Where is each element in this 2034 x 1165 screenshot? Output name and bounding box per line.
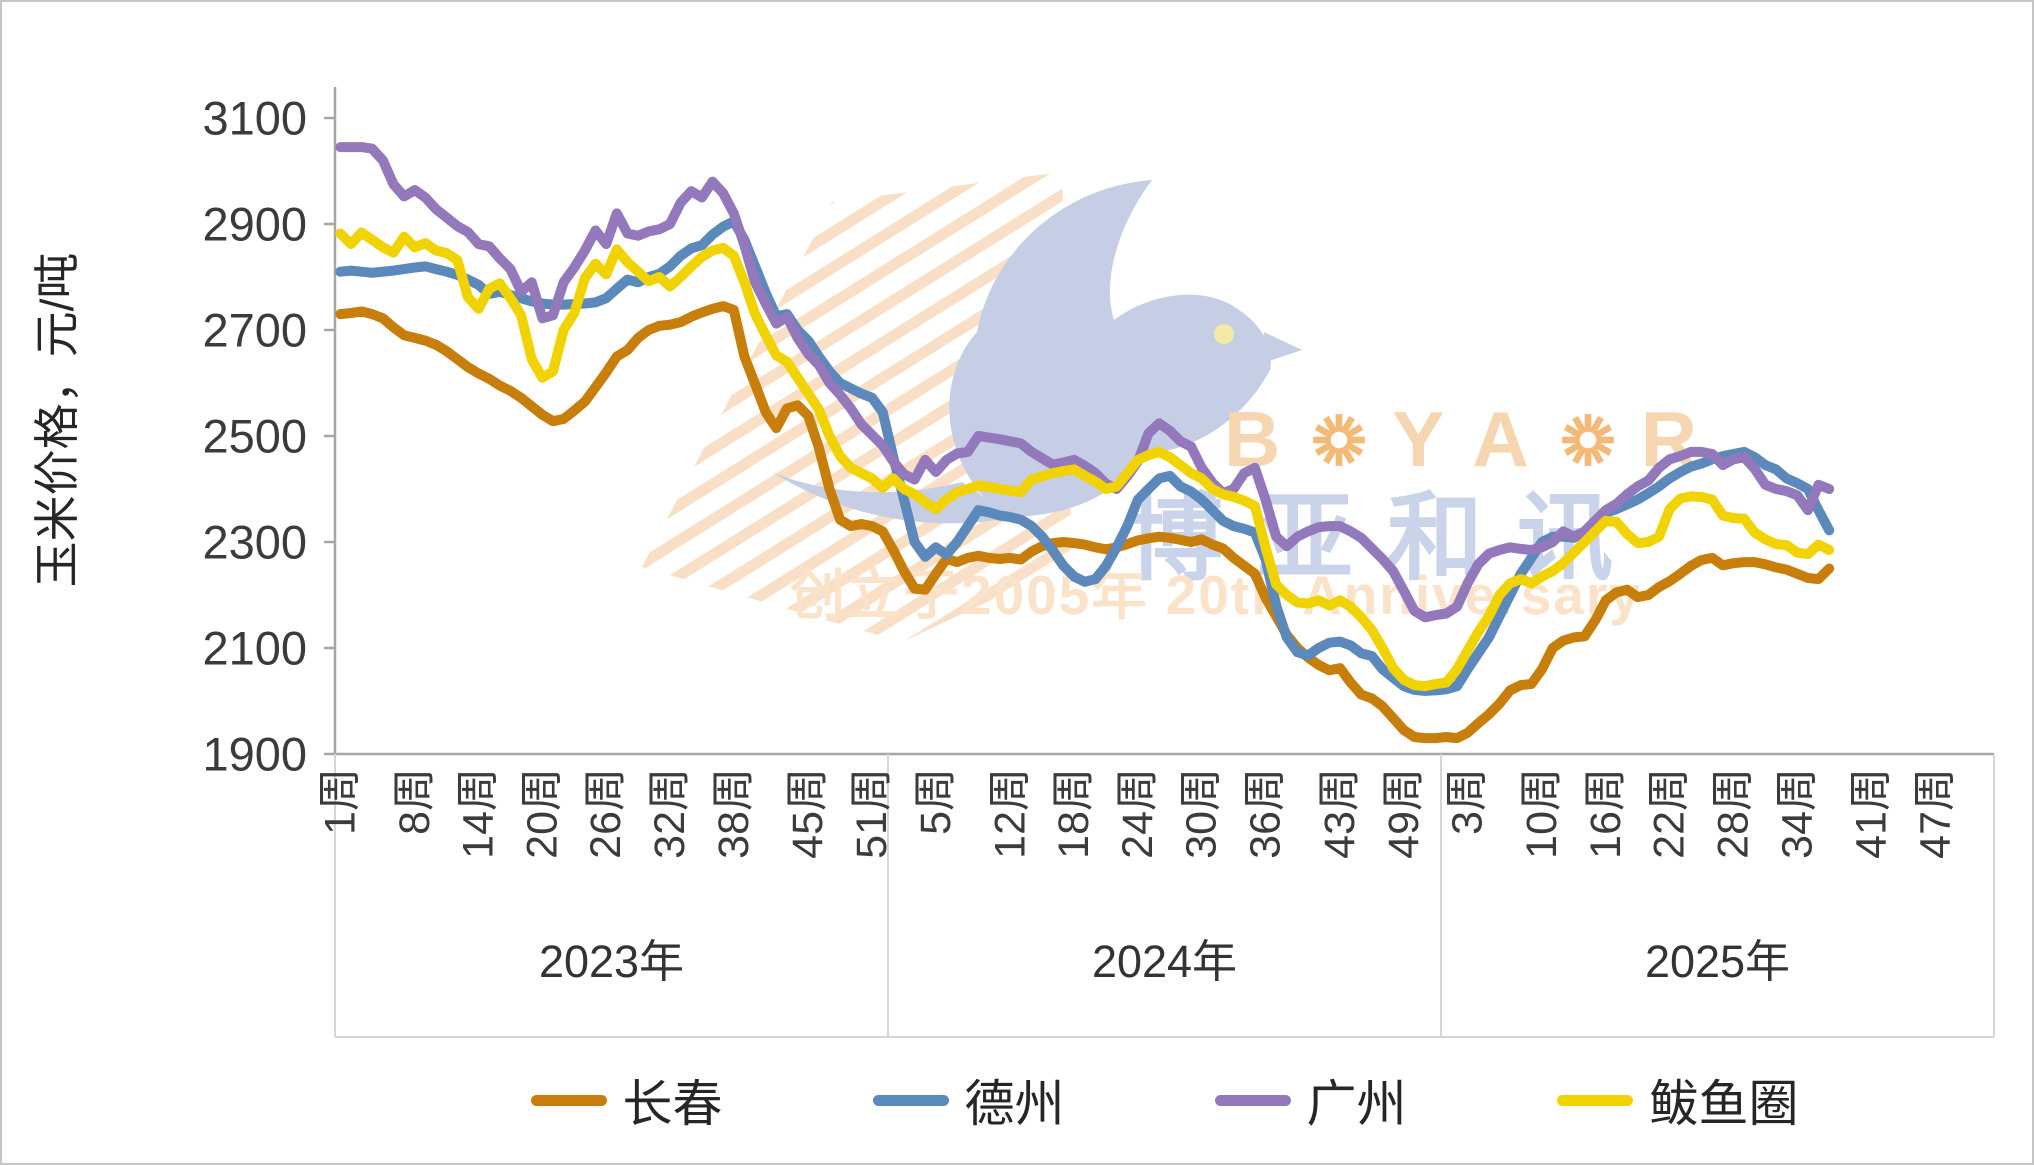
legend-item-dezhou: 德州 — [872, 1064, 1065, 1136]
y-tick-label: 1900 — [202, 728, 307, 781]
x-tick-label: 30周 — [1178, 768, 1226, 859]
series-line-长春 — [335, 301, 1835, 744]
y-tick-label: 2500 — [202, 410, 307, 463]
legend-item-bayuquan: 鲅鱼圈 — [1556, 1064, 1799, 1136]
starburst-icon — [1313, 413, 1366, 466]
legend-label: 长春 — [622, 1076, 723, 1132]
legend-item-changchun: 长春 — [530, 1064, 723, 1136]
x-tick-label: 18周 — [1050, 768, 1098, 859]
starburst-icon — [1561, 413, 1614, 466]
changchun-line-swatch — [530, 1094, 607, 1106]
x-tick-label: 20周 — [518, 768, 566, 859]
x-tick-label: 32周 — [646, 768, 694, 859]
watermark-fan-lower — [642, 562, 1072, 642]
x-tick-label: 51周 — [848, 768, 896, 859]
x-tick-label: 5周 — [912, 768, 960, 835]
series-line-广州 — [335, 142, 1835, 623]
year-label: 2024年 — [1092, 936, 1237, 987]
x-tick-label: 12周 — [986, 768, 1034, 859]
x-tick-label: 49周 — [1380, 768, 1428, 859]
brand-letter: A — [1472, 395, 1535, 483]
legend-label: 德州 — [964, 1076, 1065, 1132]
y-tick-label: 2900 — [202, 198, 307, 251]
y-tick-label: 2100 — [202, 622, 307, 675]
y-tick-label: 3100 — [202, 92, 307, 145]
year-label: 2025年 — [1645, 936, 1790, 987]
y-axis-title: 玉米价格，元/吨 — [31, 252, 83, 588]
brand-letter: Y — [1392, 395, 1451, 483]
x-tick-label: 10周 — [1518, 768, 1566, 859]
bayuquan-line-swatch — [1556, 1094, 1633, 1106]
x-tick-label: 36周 — [1242, 768, 1290, 859]
x-tick-label: 28周 — [1709, 768, 1757, 859]
x-tick-label: 16周 — [1582, 768, 1630, 859]
x-tick-label: 38周 — [710, 768, 758, 859]
dove-icon — [772, 180, 1302, 524]
x-tick-label: 1周 — [316, 768, 364, 835]
x-tick-label: 45周 — [784, 768, 832, 859]
x-tick-label: 8周 — [391, 768, 439, 835]
dezhou-line-swatch — [872, 1094, 949, 1106]
series-line-鲅鱼圈 — [335, 227, 1835, 692]
x-tick-label: 26周 — [582, 768, 630, 859]
year-label: 2023年 — [539, 936, 684, 987]
x-tick-label: 41周 — [1848, 768, 1896, 859]
legend-label: 广州 — [1306, 1076, 1407, 1132]
legend: 长春 德州 广州 鲅鱼圈 — [335, 1064, 1994, 1136]
y-tick-label: 2700 — [202, 304, 307, 357]
x-tick-label: 24周 — [1114, 768, 1162, 859]
legend-label: 鲅鱼圈 — [1648, 1076, 1799, 1132]
x-tick-label: 43周 — [1316, 768, 1364, 859]
x-tick-label: 22周 — [1646, 768, 1694, 859]
y-tick-label: 2300 — [202, 516, 307, 569]
legend-item-guangzhou: 广州 — [1214, 1064, 1407, 1136]
x-tick-label: 47周 — [1912, 768, 1960, 859]
x-tick-label: 14周 — [455, 768, 503, 859]
x-tick-label: 3周 — [1444, 768, 1492, 835]
x-tick-label: 34周 — [1773, 768, 1821, 859]
guangzhou-line-swatch — [1214, 1094, 1291, 1106]
